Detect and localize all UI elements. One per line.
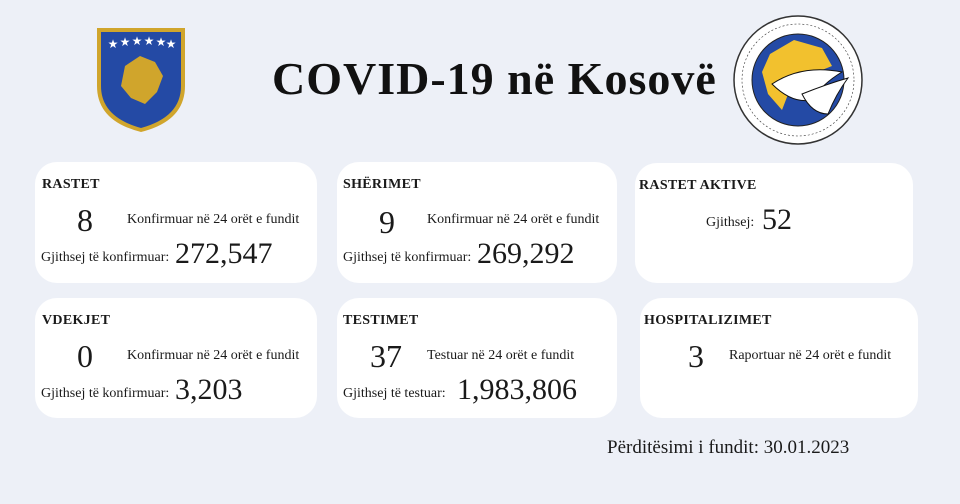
total-label: Gjithsej të testuar: xyxy=(343,386,446,401)
daily-text: Konfirmuar në 24 orët e fundit xyxy=(127,348,300,363)
card-hospitalizimet: HOSPITALIZIMET 3 Raportuar në 24 orët e … xyxy=(640,298,918,418)
card-label: RASTET AKTIVE xyxy=(639,178,757,193)
card-rastet: RASTET 8 Konfirmuar në 24 orët e fundit … xyxy=(35,162,317,283)
card-label: VDEKJET xyxy=(42,313,111,328)
svg-text:★: ★ xyxy=(144,34,155,48)
total-label: Gjithsej të konfirmuar: xyxy=(41,250,170,265)
card-sherimet: SHËRIMET 9 Konfirmuar në 24 orët e fundi… xyxy=(337,162,617,283)
svg-text:★: ★ xyxy=(120,35,131,49)
page-title: COVID-19 në Kosovë xyxy=(272,53,717,104)
svg-text:★: ★ xyxy=(132,34,143,48)
card-label: TESTIMET xyxy=(343,313,419,328)
card-rastet-aktive: RASTET AKTIVE Gjithsej: 52 xyxy=(635,163,913,283)
svg-text:★: ★ xyxy=(108,37,119,51)
card-label: SHËRIMET xyxy=(343,177,421,192)
total-count: 52 xyxy=(762,203,792,236)
card-label: HOSPITALIZIMET xyxy=(644,313,772,328)
daily-count: 8 xyxy=(77,202,93,238)
svg-text:★: ★ xyxy=(156,35,167,49)
daily-text: Konfirmuar në 24 orët e fundit xyxy=(127,212,300,227)
total-label: Gjithsej: xyxy=(706,215,755,230)
svg-text:★: ★ xyxy=(166,37,177,51)
daily-count: 3 xyxy=(688,338,704,374)
last-updated: Përditësimi i fundit: 30.01.2023 xyxy=(607,437,850,458)
daily-text: Testuar në 24 orët e fundit xyxy=(427,348,575,363)
total-label: Gjithsej të konfirmuar: xyxy=(343,250,472,265)
daily-text: Konfirmuar në 24 orët e fundit xyxy=(427,212,600,227)
daily-text: Raportuar në 24 orët e fundit xyxy=(729,348,892,363)
daily-count: 37 xyxy=(370,338,402,374)
total-count: 269,292 xyxy=(477,237,575,270)
daily-count: 0 xyxy=(77,338,93,374)
card-testimet: TESTIMET 37 Testuar në 24 orët e fundit … xyxy=(337,298,617,418)
kosovo-emblem-icon: ★ ★ ★ ★ ★ ★ xyxy=(97,28,185,132)
card-label: RASTET xyxy=(42,177,100,192)
card-vdekjet: VDEKJET 0 Konfirmuar në 24 orët e fundit… xyxy=(35,298,317,418)
total-count: 3,203 xyxy=(175,373,243,406)
niph-kosovo-logo-icon xyxy=(733,15,863,145)
daily-count: 9 xyxy=(379,204,395,240)
total-label: Gjithsej të konfirmuar: xyxy=(41,386,170,401)
total-count: 1,983,806 xyxy=(457,373,577,406)
total-count: 272,547 xyxy=(175,237,273,270)
